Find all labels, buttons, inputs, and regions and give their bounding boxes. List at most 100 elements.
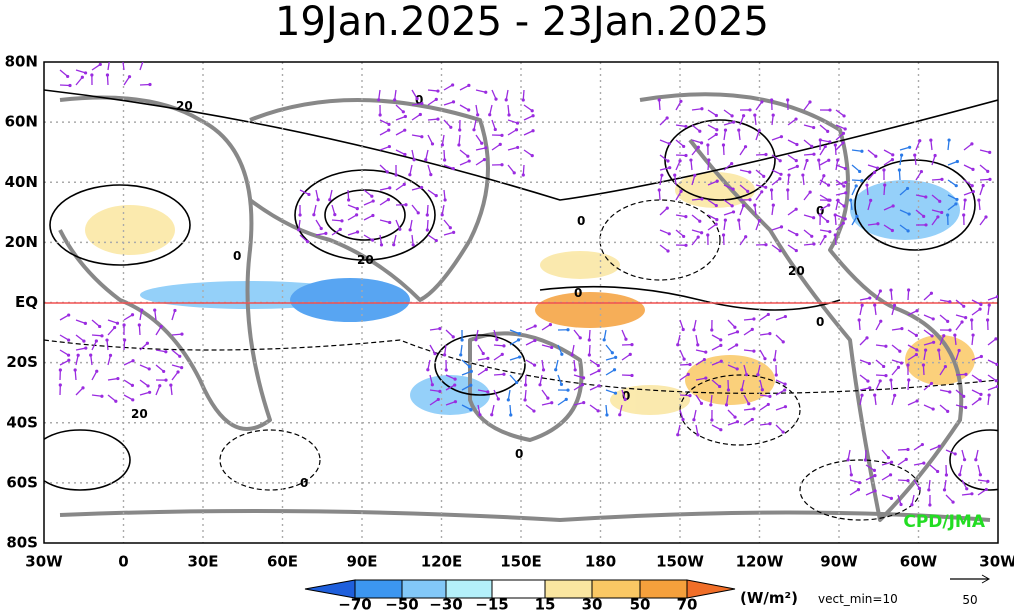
wind-vector-head: [874, 155, 877, 158]
wind-vector-head: [841, 141, 844, 144]
wind-vector-head: [737, 128, 740, 131]
wind-vector-head: [355, 213, 358, 216]
wind-vector-head: [668, 166, 671, 169]
wind-vector-head: [542, 368, 545, 371]
wind-vector-head: [826, 220, 829, 223]
wind-vector-head: [844, 181, 847, 184]
wind-vector-head: [970, 492, 973, 495]
wind-vector-head: [715, 204, 718, 207]
wind-vector-head: [105, 338, 108, 341]
wind-vector-head: [415, 97, 418, 100]
title: 19Jan.2025 - 23Jan.2025: [275, 0, 769, 45]
wind-vector-head: [736, 367, 739, 370]
wind-vector-head: [860, 179, 863, 182]
wind-vector-head: [614, 392, 617, 395]
wind-vector-head: [431, 383, 434, 386]
wind-vector-head: [891, 153, 894, 156]
wind-vector-head: [974, 458, 977, 461]
wind-vector-head: [778, 177, 781, 180]
wind-vector-head: [936, 470, 939, 473]
wind-vector-head: [588, 338, 591, 341]
wind-vector-head: [752, 350, 755, 353]
wind-vector-head: [858, 481, 861, 484]
wind-vector-head: [796, 165, 799, 168]
wind-vector-head: [907, 378, 910, 381]
wind-vector-head: [324, 232, 327, 235]
wind-vector-head: [688, 363, 691, 366]
wind-vector-head: [402, 110, 405, 113]
wind-vector-head: [876, 166, 879, 169]
wind-vector-head: [95, 339, 98, 342]
wind-vector-head: [715, 114, 718, 117]
wind-vector-head: [827, 204, 830, 207]
colorbar-label: 50: [630, 596, 651, 613]
wind-vector-head: [874, 489, 877, 492]
wind-vector-head: [980, 355, 983, 358]
wind-vector-head: [893, 304, 896, 307]
wind-vector-head: [435, 239, 438, 242]
lon-label: 150E: [500, 553, 542, 571]
wind-vector-head: [507, 113, 510, 116]
wind-vector-head: [868, 362, 871, 365]
wind-vector-head: [953, 333, 956, 336]
wind-vector-head: [965, 487, 968, 490]
lat-label: 80S: [6, 534, 38, 552]
wind-vector-head: [795, 249, 798, 252]
wind-vector-head: [523, 398, 526, 401]
wind-vector-head: [438, 390, 441, 393]
contour-label: 0: [622, 389, 630, 403]
wind-vector-head: [795, 143, 798, 146]
wind-vector-head: [751, 418, 754, 421]
wind-vector-head: [906, 363, 909, 366]
wind-vector-head: [356, 207, 359, 210]
wind-vector-head: [431, 142, 434, 145]
wind-vector-head: [426, 213, 429, 216]
wind-vector-head: [735, 343, 738, 346]
wind-vector-head: [817, 158, 820, 161]
wind-vector-head: [372, 199, 375, 202]
wind-vector-head: [842, 204, 845, 207]
wind-vector-head: [930, 292, 933, 295]
wind-vector-head: [860, 394, 863, 397]
wind-vector-head: [979, 393, 982, 396]
wind-vector-head: [709, 403, 712, 406]
wind-vector-head: [486, 357, 489, 360]
wind-vector-head: [692, 328, 695, 331]
lat-label: EQ: [15, 293, 38, 311]
contour-label: 0: [300, 476, 308, 490]
wind-vector-head: [979, 473, 982, 476]
wind-vector-head: [566, 328, 569, 331]
wind-vector-head: [387, 129, 390, 132]
wind-vector-head: [388, 186, 391, 189]
wind-vector-head: [955, 198, 958, 201]
wind-vector-head: [732, 210, 735, 213]
wind-vector-head: [100, 334, 103, 337]
credit: CPD/JMA: [903, 512, 985, 532]
wind-vector-head: [684, 125, 687, 128]
wind-vector-head: [844, 127, 847, 130]
wind-vector-head: [795, 159, 798, 162]
lat-label: 20N: [5, 233, 38, 251]
wind-vector-head: [605, 413, 608, 416]
wind-vector-head: [957, 349, 960, 352]
wind-vector-head: [857, 488, 860, 491]
wind-vector-head: [388, 221, 391, 224]
wind-vector-head: [169, 383, 172, 386]
wind-vector-head: [716, 180, 719, 183]
wind-vector-head: [95, 370, 98, 373]
wind-vector-head: [485, 368, 488, 371]
wind-vector-head: [420, 135, 423, 138]
wind-vector-head: [703, 358, 706, 361]
wind-vector-head: [948, 390, 951, 393]
wind-vector-head: [452, 231, 455, 234]
wind-vector-head: [426, 368, 429, 371]
wind-vector-head: [513, 171, 516, 174]
wind-vector-head: [737, 218, 740, 221]
wind-vector-head: [775, 373, 778, 376]
wind-vector-head: [970, 318, 973, 321]
wind-vector-head: [994, 337, 997, 340]
wind-vector-head: [476, 113, 479, 116]
wind-vector-head: [146, 342, 149, 345]
wind-vector-head: [764, 153, 767, 156]
